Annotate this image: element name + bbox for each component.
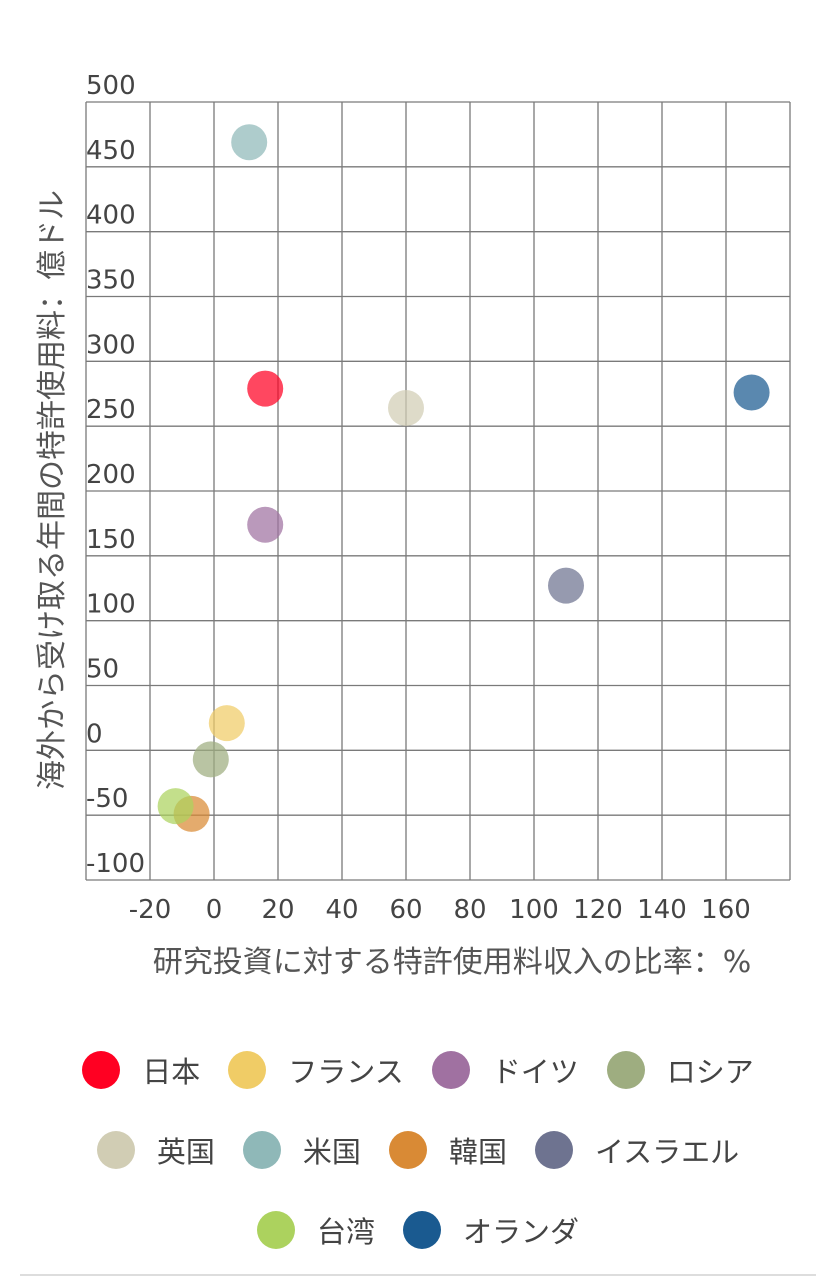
y-axis-title: 海外から受け取る年間の特許使用料：億ドル	[35, 190, 70, 790]
legend-label: イスラエル	[594, 1135, 740, 1169]
legend-item: 韓国	[388, 1129, 507, 1171]
legend-swatch	[403, 1211, 441, 1249]
legend-label: 台湾	[316, 1215, 375, 1249]
legend-item: 米国	[242, 1129, 361, 1171]
data-point	[548, 567, 584, 604]
legend-item: ドイツ	[431, 1049, 579, 1091]
y-tick-label: -100	[86, 849, 145, 879]
legend-label: ドイツ	[491, 1055, 579, 1089]
data-point	[192, 741, 229, 778]
legend-swatch	[242, 1131, 281, 1169]
legend-label: オランダ	[463, 1215, 580, 1249]
y-tick-label: 100	[86, 590, 136, 620]
x-tick-label: 100	[509, 895, 559, 925]
x-tick-label: 120	[573, 895, 623, 925]
legend-label: 日本	[142, 1055, 201, 1089]
legend-label: 英国	[156, 1135, 215, 1169]
y-tick-label: 250	[86, 395, 136, 425]
legend-row: 台湾 オランダ	[0, 1190, 836, 1270]
y-tick-label: 300	[86, 330, 136, 360]
legend-row: 英国 米国 韓国 イスラエル	[0, 1110, 836, 1190]
y-tick-label: 0	[86, 719, 103, 749]
legend-swatch	[606, 1051, 645, 1089]
x-axis-ticks: -20 0 20 40 60 80 100 120 140 160	[129, 895, 751, 925]
data-point	[231, 124, 268, 161]
legend-item: 英国	[96, 1129, 215, 1171]
data-point	[157, 788, 194, 825]
data-point	[247, 506, 284, 543]
x-tick-label: 140	[637, 895, 687, 925]
legend-swatch	[228, 1051, 267, 1089]
y-tick-label: 450	[86, 136, 136, 166]
data-point	[208, 705, 245, 742]
legend-swatch	[388, 1131, 427, 1169]
x-tick-label: 160	[701, 895, 751, 925]
legend-swatch	[431, 1051, 470, 1089]
legend-swatch	[534, 1131, 573, 1169]
x-tick-label: 80	[453, 895, 486, 925]
y-tick-label: 500	[86, 71, 136, 101]
legend-label: 韓国	[448, 1135, 507, 1169]
legend-label: ロシア	[666, 1055, 754, 1089]
x-tick-label: 0	[206, 895, 223, 925]
x-tick-label: 40	[325, 895, 358, 925]
legend-item: オランダ	[403, 1209, 579, 1251]
legend-label: フランス	[288, 1055, 404, 1089]
legend-item: 日本	[82, 1049, 200, 1091]
x-tick-label: 60	[389, 895, 422, 925]
data-point	[388, 390, 424, 427]
y-tick-label: 150	[86, 525, 136, 555]
grid	[85, 101, 791, 881]
x-tick-label: 20	[261, 895, 294, 925]
legend-item: 台湾	[256, 1209, 375, 1251]
legend: 日本 フランス ドイツ ロシア英国 米国 韓国 イスラエル台湾 オランダ	[0, 1030, 836, 1270]
y-tick-label: 200	[86, 460, 136, 490]
data-point	[733, 374, 770, 411]
bottom-divider	[20, 1274, 816, 1276]
y-tick-label: 50	[86, 655, 119, 685]
y-tick-label: -50	[86, 784, 128, 814]
legend-swatch	[256, 1211, 295, 1249]
y-tick-label: 400	[86, 201, 136, 231]
data-point	[247, 370, 284, 407]
legend-row: 日本 フランス ドイツ ロシア	[0, 1030, 836, 1110]
legend-item: フランス	[228, 1049, 404, 1091]
y-tick-label: 350	[86, 266, 136, 296]
x-axis-title: 研究投資に対する特許使用料収入の比率：%	[153, 945, 752, 980]
legend-item: イスラエル	[534, 1129, 740, 1171]
legend-label: 米国	[302, 1135, 361, 1169]
legend-item: ロシア	[606, 1049, 754, 1091]
legend-swatch	[96, 1131, 135, 1169]
data-points	[157, 124, 770, 832]
x-tick-label: -20	[129, 895, 171, 925]
legend-swatch	[82, 1051, 121, 1089]
